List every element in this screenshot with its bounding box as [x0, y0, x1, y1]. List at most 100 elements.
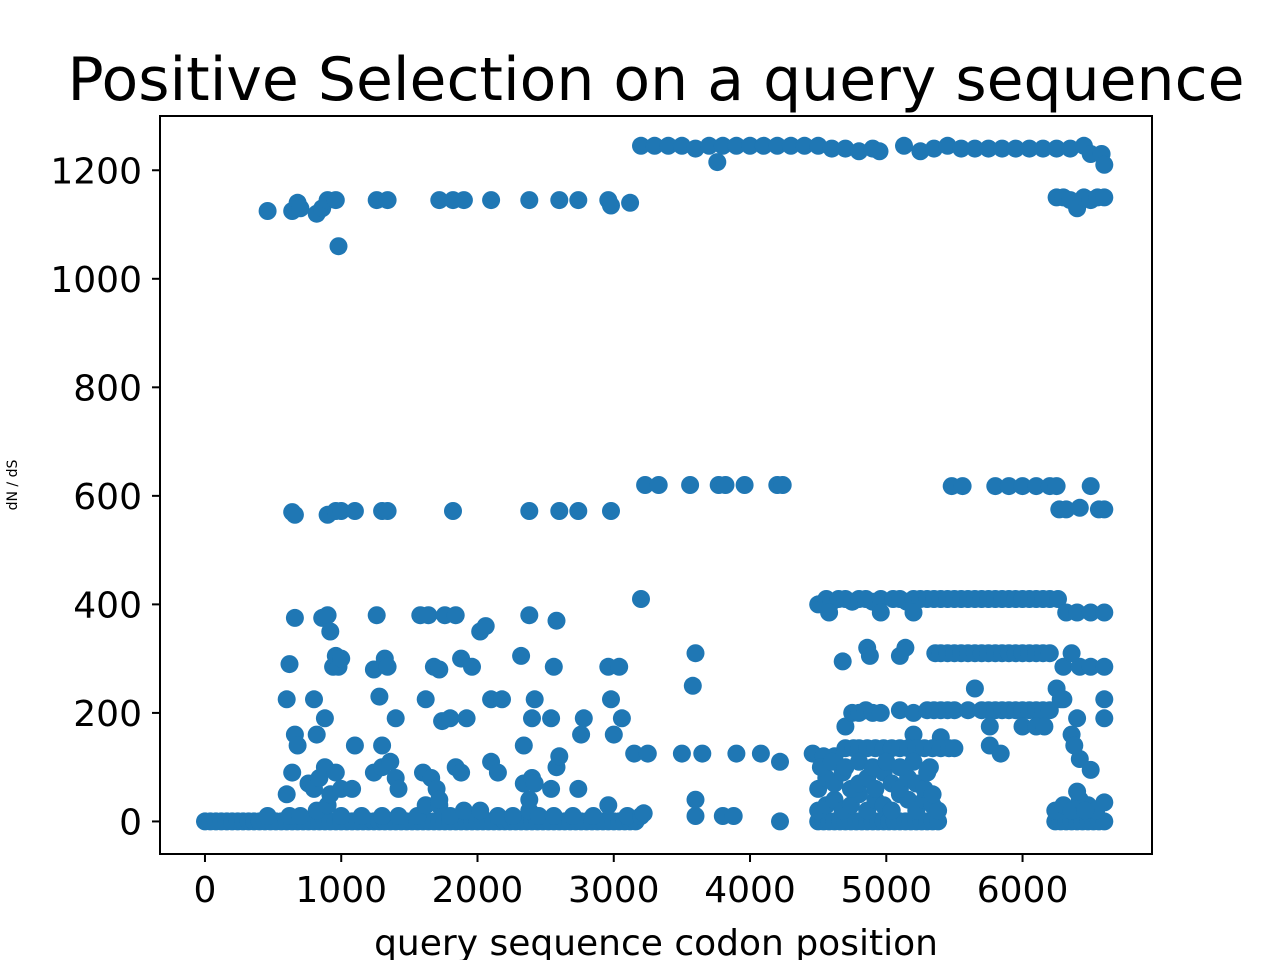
data-point [488, 763, 507, 782]
data-point [768, 136, 787, 155]
data-point [444, 502, 462, 520]
data-point [923, 785, 942, 804]
data-point [1070, 750, 1089, 768]
data-point [871, 590, 890, 608]
data-point [836, 758, 855, 777]
data-point [1027, 477, 1046, 496]
data-point [621, 193, 640, 212]
data-point [283, 763, 302, 782]
data-point [367, 606, 386, 625]
data-point [833, 652, 852, 671]
data-point [520, 502, 539, 520]
data-point [381, 752, 400, 771]
data-point [751, 744, 770, 763]
data-point [1068, 709, 1087, 728]
data-point [569, 779, 588, 798]
data-point [820, 603, 839, 622]
data-point [1040, 701, 1059, 720]
data-point [430, 790, 449, 809]
data-point [1081, 657, 1100, 676]
data-point [604, 725, 623, 744]
data-point [672, 744, 691, 763]
data-point [945, 701, 964, 720]
data-point [920, 758, 939, 777]
data-point [529, 807, 548, 825]
data-point [741, 136, 759, 155]
data-point [965, 139, 984, 158]
data-point [602, 196, 620, 215]
data-point [1081, 477, 1100, 496]
data-point [645, 136, 664, 155]
data-point [463, 657, 481, 676]
data-point [430, 191, 449, 210]
data-point [1095, 709, 1114, 728]
data-point [850, 752, 868, 771]
data-point [1040, 644, 1059, 663]
data-point [419, 606, 438, 625]
data-point [904, 603, 923, 622]
x-tick-label: 6000 [977, 870, 1069, 911]
data-point [890, 701, 909, 720]
y-tick-label: 600 [73, 477, 142, 518]
points-layer [196, 136, 1114, 831]
data-point [430, 660, 449, 679]
data-point [724, 807, 743, 825]
data-point [602, 502, 620, 520]
chart-title: Positive Selection on a query sequence [67, 45, 1244, 115]
data-point [520, 606, 539, 625]
data-point [773, 476, 792, 494]
data-point [735, 476, 754, 494]
data-point [1047, 139, 1066, 158]
data-point [1095, 500, 1114, 519]
data-point [512, 646, 531, 665]
data-point [610, 657, 629, 676]
data-point [952, 139, 971, 158]
data-point [953, 477, 972, 496]
data-point [836, 139, 855, 158]
data-point [599, 796, 618, 815]
data-point [378, 502, 397, 520]
data-point [693, 744, 712, 763]
data-point [1062, 644, 1081, 663]
data-point [700, 136, 719, 155]
data-point [911, 142, 930, 161]
data-point [979, 139, 998, 158]
x-tick-label: 4000 [704, 870, 796, 911]
data-point [871, 603, 890, 622]
data-point [1095, 188, 1114, 207]
y-axis-label: dN / dS [5, 460, 21, 511]
data-point [563, 807, 582, 825]
data-point [550, 191, 569, 210]
data-point [1081, 603, 1100, 622]
data-point [544, 807, 563, 825]
data-point [1013, 477, 1032, 496]
data-point [681, 476, 700, 494]
data-point [569, 191, 588, 210]
data-point [389, 779, 408, 798]
data-point [315, 709, 334, 728]
data-point [890, 758, 909, 777]
data-point [632, 590, 650, 608]
data-point [446, 606, 465, 625]
data-point [938, 136, 957, 155]
data-point [416, 796, 435, 815]
data-point [503, 807, 522, 825]
data-point [364, 660, 383, 679]
data-point [1095, 657, 1114, 676]
data-point [352, 807, 371, 825]
data-point [277, 690, 296, 709]
data-point [895, 136, 913, 155]
data-point [1070, 498, 1089, 517]
data-point [544, 657, 563, 676]
data-point [584, 807, 603, 825]
x-tick-label: 3000 [568, 870, 660, 911]
y-tick-label: 1200 [50, 151, 142, 192]
data-point [454, 191, 473, 210]
data-point [1068, 782, 1087, 801]
data-point [370, 687, 389, 706]
data-point [305, 690, 323, 709]
data-point [672, 136, 691, 155]
data-point [860, 646, 879, 665]
data-point [1081, 760, 1100, 779]
